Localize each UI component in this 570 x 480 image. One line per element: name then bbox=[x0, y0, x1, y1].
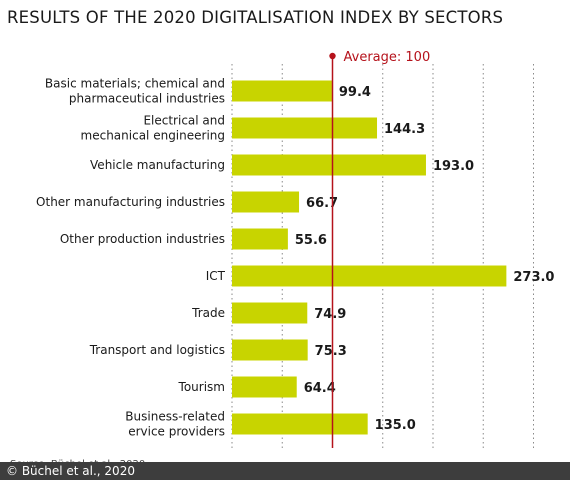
value-label: 74.9 bbox=[314, 307, 346, 322]
bar bbox=[232, 302, 308, 324]
value-label: 55.6 bbox=[295, 233, 327, 248]
chart-title: RESULTS OF THE 2020 DIGITALISATION INDEX… bbox=[7, 8, 504, 27]
bar bbox=[232, 339, 308, 361]
category-label: ICT bbox=[206, 269, 226, 283]
category-label: ervice providers bbox=[128, 425, 225, 439]
bar bbox=[232, 376, 297, 398]
copyright-footer: © Büchel et al., 2020 bbox=[0, 462, 570, 480]
value-label: 193.0 bbox=[433, 159, 474, 174]
value-label: 64.4 bbox=[304, 381, 336, 396]
category-label: pharmaceutical industries bbox=[69, 92, 225, 106]
bar bbox=[232, 228, 288, 250]
category-label: Other production industries bbox=[60, 232, 225, 246]
value-label: 75.3 bbox=[315, 344, 347, 359]
category-label: Vehicle manufacturing bbox=[90, 158, 225, 172]
value-label: 66.7 bbox=[306, 196, 338, 211]
bar bbox=[232, 191, 300, 213]
bar bbox=[232, 117, 378, 139]
average-marker bbox=[329, 52, 336, 60]
copyright-text: © Büchel et al., 2020 bbox=[6, 464, 135, 478]
category-label: mechanical engineering bbox=[81, 129, 225, 143]
value-label: 99.4 bbox=[339, 85, 371, 100]
bar bbox=[232, 413, 368, 435]
value-label: 135.0 bbox=[375, 418, 416, 433]
bar bbox=[232, 154, 426, 176]
average-label: Average: 100 bbox=[344, 50, 431, 65]
value-label: 144.3 bbox=[384, 122, 425, 137]
category-label: Transport and logistics bbox=[89, 343, 225, 357]
category-label: Electrical and bbox=[143, 114, 225, 128]
category-label: Business-related bbox=[125, 410, 225, 424]
bar bbox=[232, 80, 332, 102]
value-label: 273.0 bbox=[513, 270, 554, 285]
category-label: Basic materials; chemical and bbox=[45, 77, 225, 91]
bar bbox=[232, 265, 507, 287]
category-label: Trade bbox=[191, 306, 225, 320]
category-label: Tourism bbox=[178, 380, 225, 394]
category-label: Other manufacturing industries bbox=[36, 195, 225, 209]
